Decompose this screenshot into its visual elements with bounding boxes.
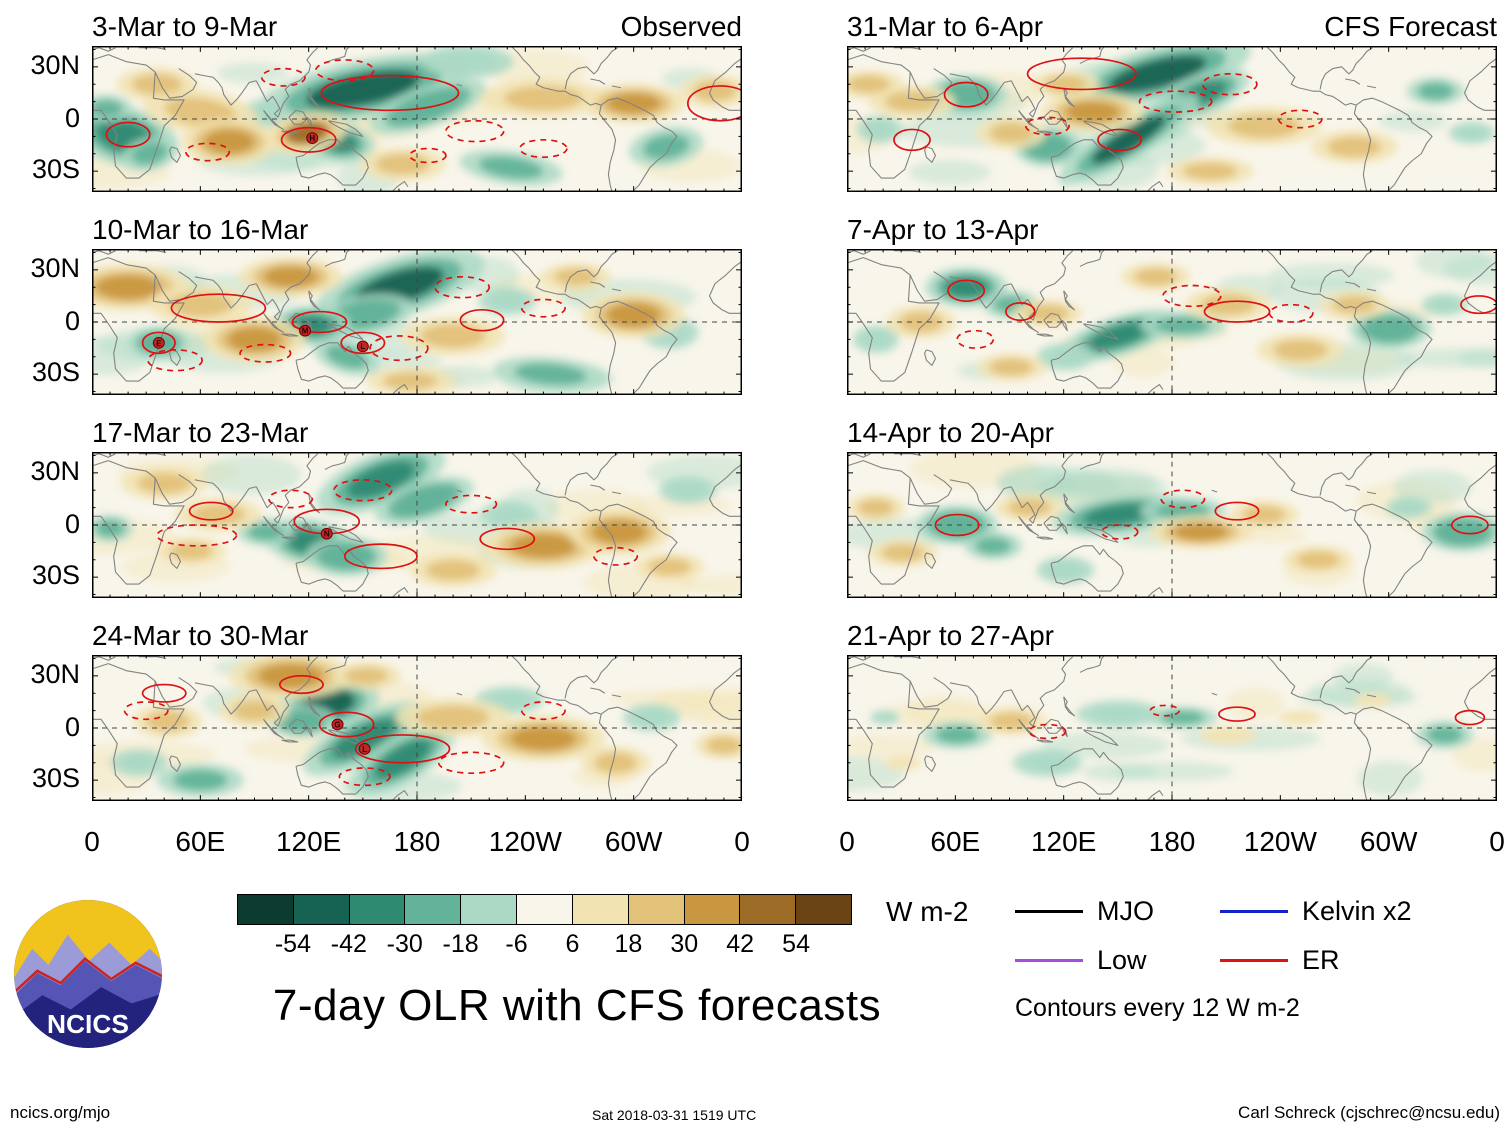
x-axis-labels-right: 0 60E 120E 180 120W 60W 0 <box>839 826 1505 857</box>
credits-row: ncics.org/mjo Sat 2018-03-31 1519 UTC Ca… <box>10 1103 1500 1123</box>
panel-title: 10-Mar to 16-Mar <box>92 214 309 245</box>
panel-fcst-week2: 7-Apr to 13-Apr <box>755 211 1510 395</box>
x-axis-labels-left: 0 60E 120E 180 120W 60W 0 <box>84 826 750 857</box>
mjo-line-swatch <box>1015 910 1083 913</box>
olr-map-observed-week3: N <box>92 452 742 598</box>
y-axis-labels: 30N 0 30S <box>30 50 80 184</box>
svg-text:G: G <box>334 721 340 730</box>
site-url: ncics.org/mjo <box>10 1103 111 1122</box>
observed-column: 3-Mar to 9-Mar Observed 30N 0 30S H 10-M… <box>0 8 755 864</box>
kelvin-line-swatch <box>1220 910 1288 913</box>
svg-text:L: L <box>362 745 367 754</box>
y-axis-labels: 30N 0 30S <box>30 253 80 387</box>
panel-obs-week1: 3-Mar to 9-Mar Observed 30N 0 30S H <box>0 8 755 192</box>
panel-obs-week3: 17-Mar to 23-Mar 30N 0 30S N <box>0 414 755 598</box>
panel-title: 3-Mar to 9-Mar <box>92 11 278 42</box>
column-label-observed: Observed <box>620 11 742 42</box>
olr-map-forecast-week3 <box>847 452 1497 598</box>
logo-text: NCICS <box>47 1009 129 1039</box>
contour-interval-note: Contours every 12 W m-2 <box>1015 994 1300 1022</box>
panel-title: 17-Mar to 23-Mar <box>92 417 309 448</box>
er-line-swatch <box>1220 959 1288 962</box>
olr-map-observed-week4: GL <box>92 655 742 801</box>
colorbar <box>237 894 852 925</box>
panel-title: 21-Apr to 27-Apr <box>847 620 1054 651</box>
olr-map-observed-week1: H <box>92 46 742 192</box>
colorbar-ticks: -54 -42 -30 -18 -6 6 18 30 42 54 <box>274 930 810 958</box>
y-axis-labels: 30N 0 30S <box>30 659 80 793</box>
bottom-area: NCICS -54 -42 -30 -18 -6 6 18 30 42 54 W m-2 7-da… <box>0 894 1510 1055</box>
legend-item-kelvin: Kelvin x2 <box>1220 896 1445 927</box>
olr-map-observed-week2: E M L <box>92 249 742 395</box>
legend-item-low: Low <box>1015 945 1220 976</box>
legend-item-mjo: MJO <box>1015 896 1220 927</box>
panel-fcst-week4: 21-Apr to 27-Apr <box>755 617 1510 801</box>
map-grid: 3-Mar to 9-Mar Observed 30N 0 30S H 10-M… <box>0 8 1510 864</box>
column-label-forecast: CFS Forecast <box>1324 11 1497 42</box>
olr-map-forecast-week1 <box>847 46 1497 192</box>
ncics-logo: NCICS <box>12 894 217 1055</box>
colorbar-unit: W m-2 <box>886 896 969 927</box>
svg-text:H: H <box>309 134 315 143</box>
forecast-column: 31-Mar to 6-Apr CFS Forecast 7-Apr to 13… <box>755 8 1510 864</box>
figure-title: 7-day OLR with CFS forecasts <box>272 981 882 1030</box>
author-credit: Carl Schreck (cjschrec@ncsu.edu) <box>1238 1103 1500 1122</box>
timestamp: Sat 2018-03-31 1519 UTC <box>591 1107 757 1123</box>
panel-title: 7-Apr to 13-Apr <box>847 214 1039 245</box>
panel-title: 24-Mar to 30-Mar <box>92 620 309 651</box>
contour-legend: MJO Kelvin x2 Low ER Contours every 12 W… <box>1015 894 1445 1023</box>
low-line-swatch <box>1015 959 1083 962</box>
svg-text:N: N <box>324 530 330 539</box>
svg-text:L: L <box>360 342 365 351</box>
svg-text:E: E <box>156 339 161 348</box>
olr-map-forecast-week4 <box>847 655 1497 801</box>
panel-fcst-week3: 14-Apr to 20-Apr <box>755 414 1510 598</box>
panel-obs-week2: 10-Mar to 16-Mar 30N 0 30S E M L <box>0 211 755 395</box>
y-axis-labels: 30N 0 30S <box>30 456 80 590</box>
panel-title: 31-Mar to 6-Apr <box>847 11 1044 42</box>
panel-title: 14-Apr to 20-Apr <box>847 417 1054 448</box>
panel-fcst-week1: 31-Mar to 6-Apr CFS Forecast <box>755 8 1510 192</box>
legend-item-er: ER <box>1220 945 1445 976</box>
olr-map-forecast-week2 <box>847 249 1497 395</box>
svg-text:M: M <box>302 327 309 336</box>
